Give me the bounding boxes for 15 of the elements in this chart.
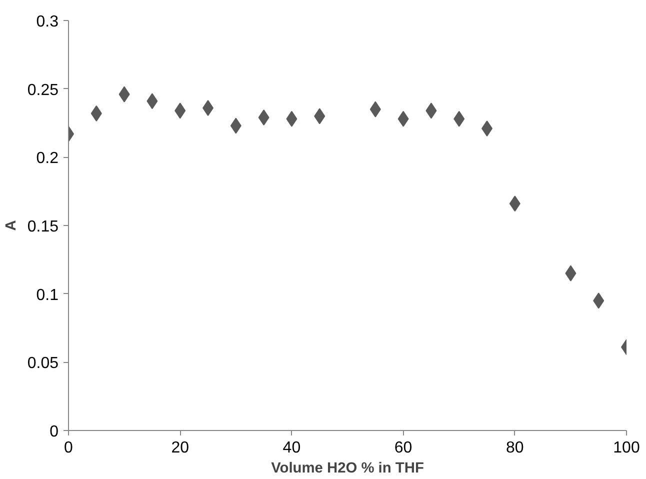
y-tick-label: 0.15 [27, 218, 59, 236]
y-tick-label: 0 [50, 424, 59, 440]
x-tick-label: 60 [394, 440, 412, 456]
y-tick-label: 0.2 [36, 150, 59, 168]
x-axis-title: Volume H2O % in THF [271, 460, 424, 476]
x-tick-label: 20 [171, 440, 190, 456]
x-tick-label: 40 [282, 440, 301, 456]
y-tick-label: 0.3 [36, 14, 59, 30]
x-tick-label: 100 [613, 440, 640, 456]
x-tick-label: 80 [506, 440, 524, 456]
y-tick-label: 0.05 [27, 355, 59, 372]
y-tick-label: 0.1 [36, 286, 59, 304]
y-axis-title: A [3, 220, 20, 231]
x-tick-label: 0 [64, 440, 74, 456]
y-tick-label: 0.25 [27, 82, 59, 99]
